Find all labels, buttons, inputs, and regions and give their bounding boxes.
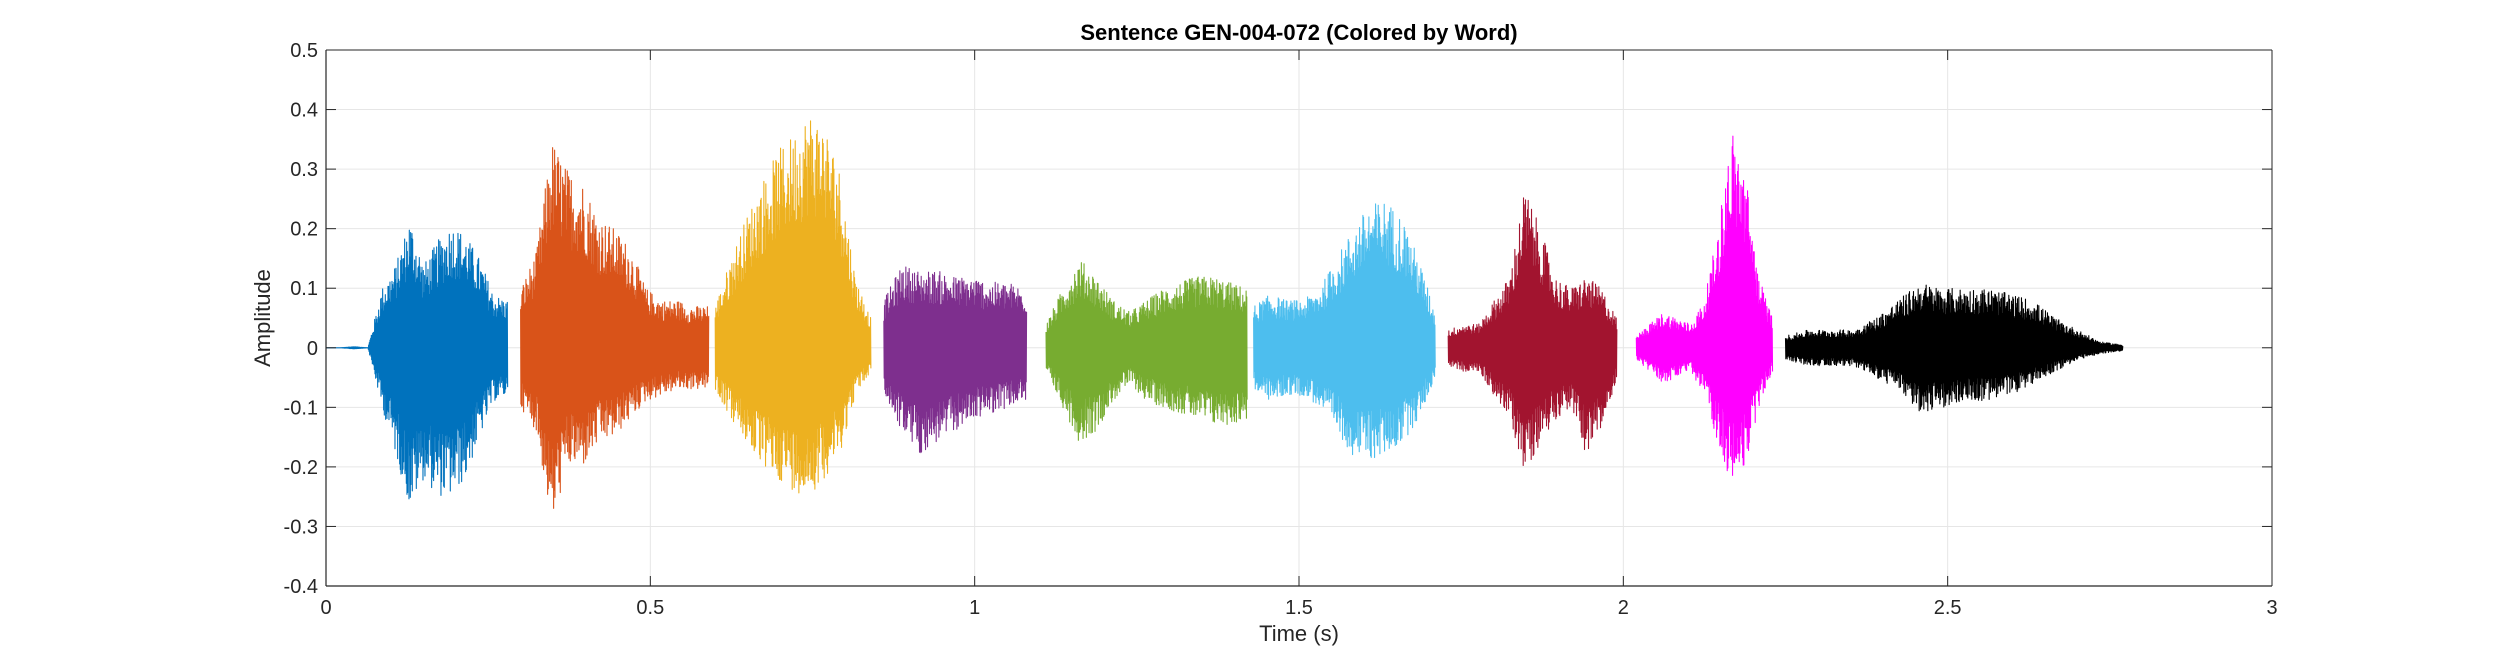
word-segment-8 — [1635, 135, 1774, 476]
axes: 0 0.5 1 1.5 2 2.5 3 -0.4 -0.3 -0.2 -0.1 0 0.1 0.2 0.3 0… — [284, 40, 2278, 619]
x-tick-label: 0.5 — [636, 597, 664, 619]
y-tick-label: 0.4 — [290, 100, 318, 122]
y-tick-label: 0.5 — [290, 40, 318, 62]
x-axis-label: Time (s) — [1259, 621, 1339, 646]
y-tick-label: -0.2 — [284, 457, 318, 479]
waveform-series-group — [325, 120, 2124, 509]
word-segment-4 — [883, 266, 1028, 454]
word-segment-2 — [520, 147, 710, 509]
x-tick-label: 1 — [969, 597, 980, 619]
chart-title: Sentence GEN-004-072 (Colored by Word) — [1080, 20, 1517, 45]
y-tick-label: 0.1 — [290, 278, 318, 300]
word-segment-5 — [1045, 262, 1248, 441]
x-tick-label: 1.5 — [1285, 597, 1313, 619]
word-segment-3 — [714, 120, 872, 494]
y-tick-label: -0.1 — [284, 397, 318, 419]
y-tick-label: -0.3 — [284, 516, 318, 538]
x-tick-label: 3 — [2266, 597, 2277, 619]
x-tick-label: 2 — [1618, 597, 1629, 619]
word-segment-6 — [1253, 203, 1436, 459]
y-tick-label: 0 — [307, 338, 318, 360]
x-tick-label: 2.5 — [1934, 597, 1962, 619]
y-tick-label: 0.3 — [290, 159, 318, 181]
x-tick-label: 0 — [320, 597, 331, 619]
y-tick-label: -0.4 — [284, 576, 318, 598]
word-segment-7 — [1447, 197, 1618, 467]
word-segment-1 — [325, 229, 509, 500]
y-axis-label: Amplitude — [250, 269, 275, 367]
y-tick-label: 0.2 — [290, 219, 318, 241]
word-segment-9 — [1784, 284, 2124, 412]
